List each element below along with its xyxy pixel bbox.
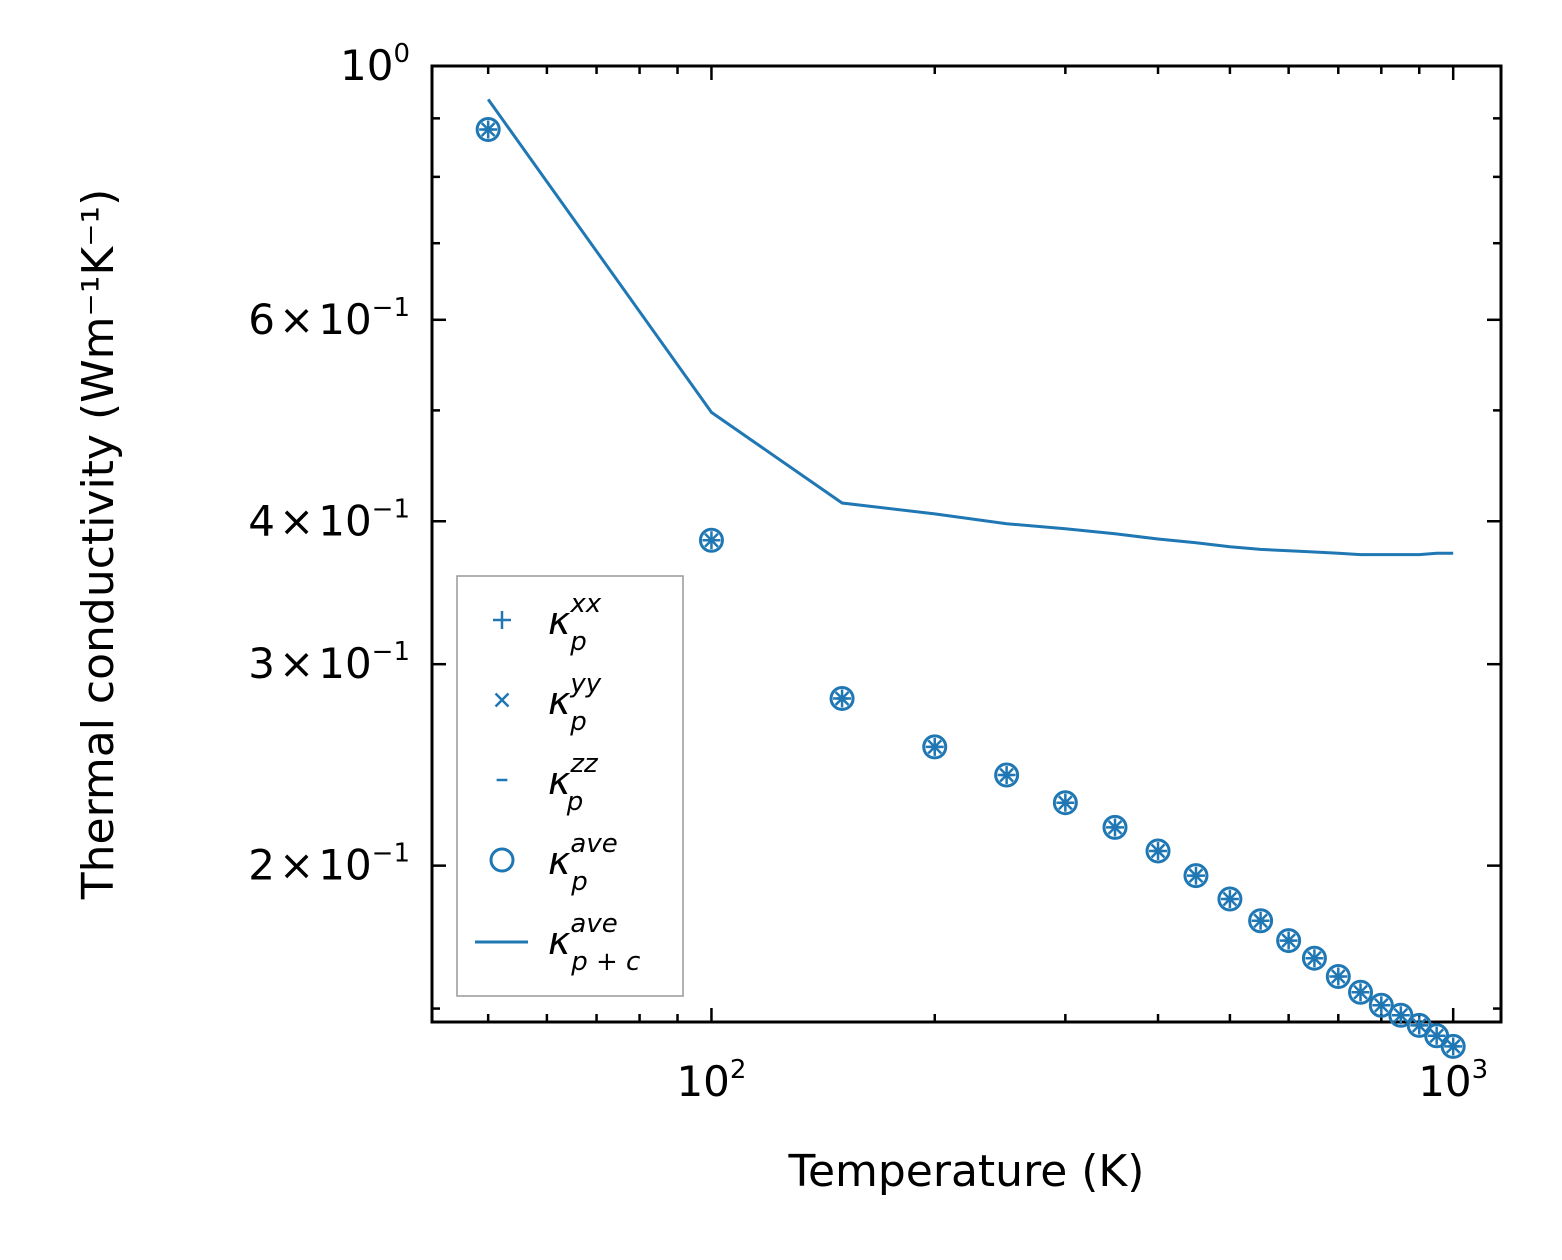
y-tick-label: 4×10−1 [248,494,410,545]
y-tick-label-exp: −1 [372,494,410,524]
legend-box [456,575,684,997]
data-point [698,527,724,553]
x-tick-label-exp: 3 [1472,1055,1489,1085]
legend-entry: κzz p [496,749,599,817]
data-point [1301,945,1327,971]
x-tick-label-base: 10 [676,1057,729,1106]
legend-label: κave p [548,829,618,897]
y-tick-label: 3×10−1 [248,637,410,688]
y-tick-label-times: × [279,639,314,688]
legend-entry: κave p + c [475,909,640,977]
legend-handle [489,847,515,873]
legend-label-base: κ [548,839,571,883]
y-tick-label-base: 10 [340,41,393,90]
series-layer [475,98,1466,1059]
legend-label-sup: zz [569,749,599,779]
y-tick-label-times: × [279,496,314,545]
y-tick-label-exp: 0 [393,39,410,69]
y-tick-label-exp: −1 [372,293,410,323]
legend-label-sub: p [566,787,584,817]
series-4 [475,117,1466,1059]
legend-label-sup: yy [569,669,601,699]
legend-entry: κxx p [493,589,602,657]
y-tick-label-mantissa: 6 [248,295,275,344]
legend-entry: κave p [489,829,618,897]
x-tick-label-exp: 2 [730,1055,747,1085]
y-tick-label: 100 [340,39,410,90]
data-point [1183,863,1209,889]
data-point [1325,964,1351,990]
legend-label-sub: p + c [570,947,640,977]
series-3 [482,128,1459,1048]
x-axis-label: Temperature (K) [788,1146,1145,1197]
legend-label-sup: ave [570,829,617,859]
x-b [494,692,510,708]
legend-label-sub: p [569,627,587,657]
data-point [1248,908,1274,934]
data-point [1368,992,1394,1018]
legend-label: κzz p [548,749,599,817]
x-tick-label: 102 [676,1055,746,1106]
legend-label-sub: p [570,867,588,897]
legend-entry: κyy p [494,669,602,737]
x-tick-label: 103 [1418,1055,1488,1106]
data-point [1217,886,1243,912]
y-tick-label-base: 10 [318,841,371,890]
data-point [922,734,948,760]
y-tick-label-mantissa: 3 [248,639,275,688]
y-tick-label: 2×10−1 [248,839,410,890]
legend-label-sub: p [569,707,587,737]
plot-frame [430,64,1503,1024]
legend-label-sup: xx [569,589,601,619]
series-5 [486,98,1454,557]
series-line [486,98,1454,557]
y-tick-label-mantissa: 4 [248,496,275,545]
legend-label: κyy p [548,669,602,737]
y-tick-label-base: 10 [318,295,371,344]
legend-label-base: κ [548,679,571,723]
legend-label: κxx p [548,589,602,657]
y-tick-label-exp: −1 [372,839,410,869]
data-point [475,117,501,143]
y-tick-label: 6×10−1 [248,293,410,344]
y-tick-label-exp: −1 [372,637,410,667]
data-point [1388,1002,1414,1028]
data-point [994,762,1020,788]
y-tick-label-mantissa: 2 [248,841,275,890]
legend-handle [494,692,510,708]
data-point [1052,790,1078,816]
data-point [1276,928,1302,954]
y-tick-label-times: × [279,295,314,344]
data-point [1102,814,1128,840]
legend-label: κave p + c [548,909,640,977]
x-tick-label-base: 10 [1418,1057,1471,1106]
legend-label-base: κ [548,759,571,803]
y-tick-label-times: × [279,841,314,890]
y-axis-label: Thermal conductivity (Wm⁻¹K⁻¹) [73,189,124,901]
data-point [1348,979,1374,1005]
y-tick-label-base: 10 [318,496,371,545]
y-tick-label-base: 10 [318,639,371,688]
data-point [829,685,855,711]
data-point [1440,1033,1466,1059]
legend-label-base: κ [548,599,571,643]
legend-label-base: κ [548,919,571,963]
ticks [432,64,1501,1022]
data-point [1145,838,1171,864]
legend-label-sup: ave [570,909,617,939]
legend-handle [493,611,511,629]
